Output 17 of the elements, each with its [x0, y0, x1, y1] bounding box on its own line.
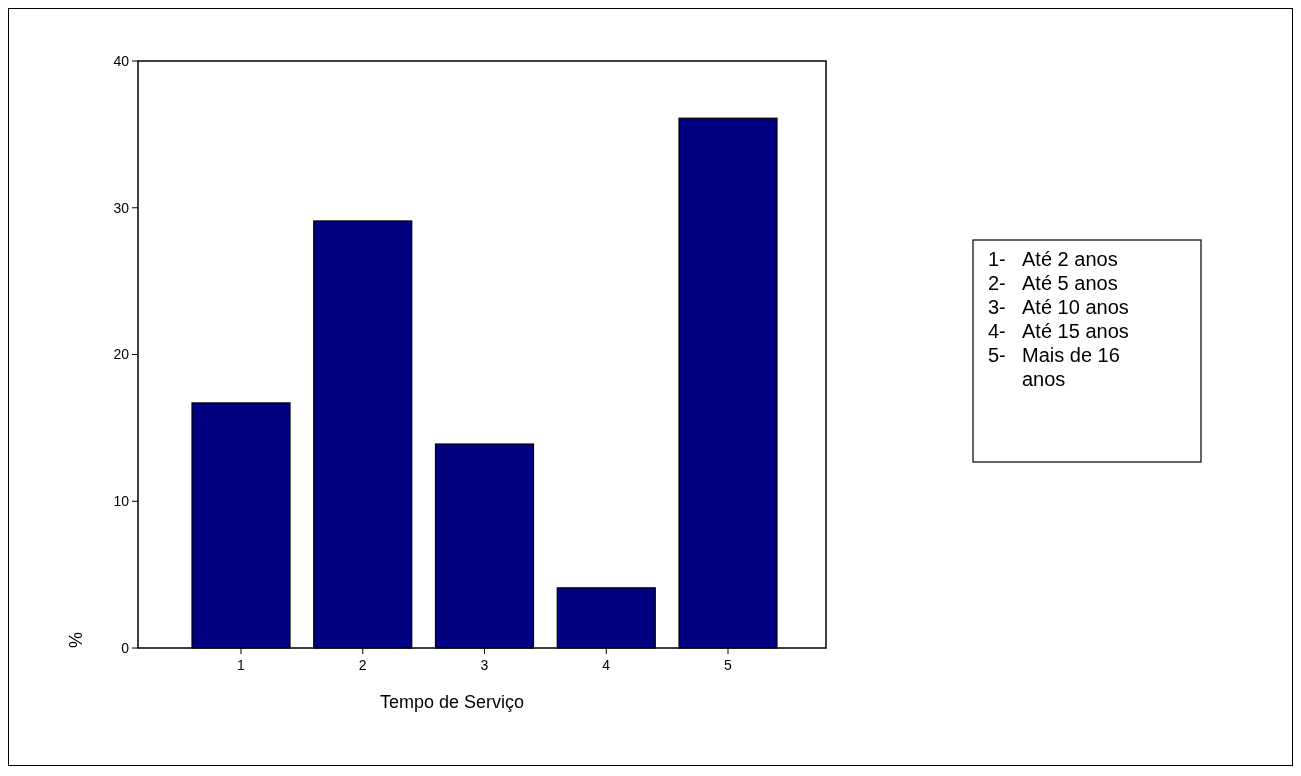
x-axis-title: Tempo de Serviço — [379, 692, 525, 712]
y-tick-label: 20 — [113, 346, 130, 363]
y-axis-title: % — [66, 631, 86, 649]
x-tick-label: 1 — [237, 657, 246, 673]
text: 1- Até 2 anos — [988, 248, 1118, 270]
x-tick-label: 4 — [602, 657, 611, 673]
y-tick-label: 30 — [113, 199, 130, 216]
y-tick-label: 0 — [121, 639, 130, 656]
x-tick-label: 5 — [724, 657, 733, 673]
text: 3- Até 10 anos — [988, 296, 1129, 318]
text: 4- Até 15 anos — [988, 320, 1129, 342]
text: 5- Mais de 16 anos — [988, 344, 1120, 390]
text: 2- Até 5 anos — [988, 272, 1118, 294]
x-tick-label: 2 — [358, 657, 367, 673]
y-tick-label: 40 — [113, 52, 130, 69]
x-tick-label: 3 — [480, 657, 489, 673]
y-tick-label: 10 — [113, 493, 130, 510]
